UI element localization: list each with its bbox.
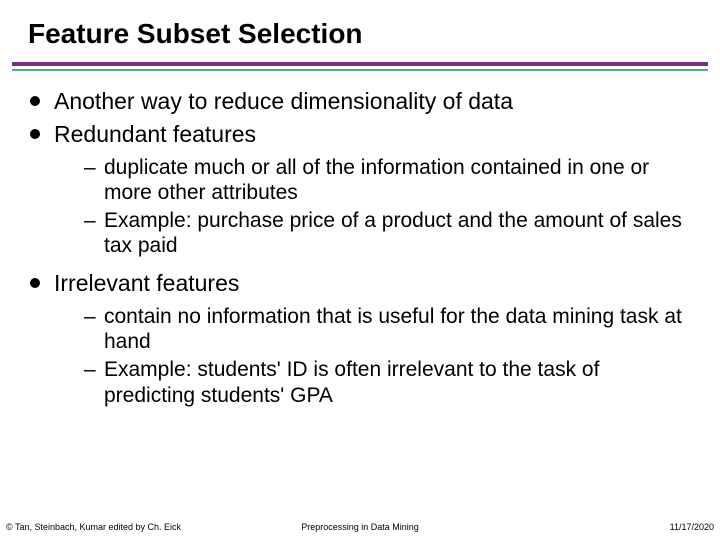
list-item: Another way to reduce dimensionality of … bbox=[28, 87, 692, 116]
slide-title: Feature Subset Selection bbox=[0, 18, 720, 62]
sub-list-item: Example: purchase price of a product and… bbox=[84, 208, 692, 259]
list-item-text: Redundant features bbox=[54, 121, 256, 147]
list-item-text: Another way to reduce dimensionality of … bbox=[54, 88, 513, 114]
sub-list: duplicate much or all of the information… bbox=[54, 155, 692, 259]
list-item: Irrelevant features contain no informati… bbox=[28, 269, 692, 408]
list-item-text: Irrelevant features bbox=[54, 270, 239, 296]
rule-thick bbox=[12, 62, 708, 66]
footer-center: Preprocessing in Data Mining bbox=[0, 522, 720, 532]
bullet-list: Another way to reduce dimensionality of … bbox=[28, 87, 692, 408]
slide: Feature Subset Selection Another way to … bbox=[0, 0, 720, 540]
footer-right: 11/17/2020 bbox=[670, 522, 714, 532]
sub-list-item-text: Example: purchase price of a product and… bbox=[104, 209, 682, 258]
list-item: Redundant features duplicate much or all… bbox=[28, 120, 692, 259]
sub-list-item: contain no information that is useful fo… bbox=[84, 304, 692, 355]
sub-list: contain no information that is useful fo… bbox=[54, 304, 692, 408]
sub-list-item: duplicate much or all of the information… bbox=[84, 155, 692, 206]
content-area: Another way to reduce dimensionality of … bbox=[0, 71, 720, 408]
sub-list-item-text: Example: students' ID is often irrelevan… bbox=[104, 358, 599, 407]
sub-list-item-text: contain no information that is useful fo… bbox=[104, 305, 682, 354]
sub-list-item-text: duplicate much or all of the information… bbox=[104, 156, 649, 205]
sub-list-item: Example: students' ID is often irrelevan… bbox=[84, 357, 692, 408]
